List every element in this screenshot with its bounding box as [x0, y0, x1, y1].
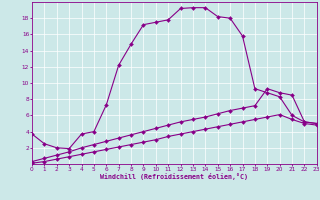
- X-axis label: Windchill (Refroidissement éolien,°C): Windchill (Refroidissement éolien,°C): [100, 173, 248, 180]
